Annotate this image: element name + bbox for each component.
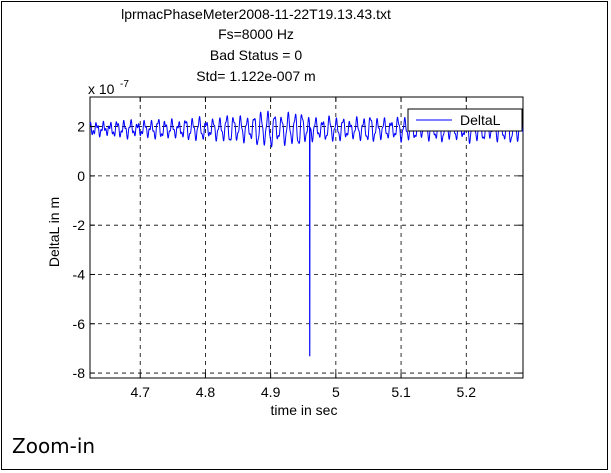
x-tick-label: 5.1 — [391, 384, 411, 400]
axes — [89, 96, 524, 379]
x-tick-label: 4.8 — [196, 384, 216, 400]
y-tick-label: 0 — [77, 168, 85, 184]
plot-area — [90, 97, 523, 378]
y-tick-label: -8 — [73, 365, 86, 381]
y-tick-label: 2 — [77, 119, 85, 135]
y-tick-label: -2 — [73, 217, 86, 233]
y-exponent-label: x 10 — [88, 81, 115, 97]
x-tick-label: 5 — [332, 384, 340, 400]
legend-box — [407, 108, 523, 132]
y-axis-label: DeltaL in m — [46, 197, 62, 267]
x-tick-label: 5.2 — [457, 384, 477, 400]
x-axis-label: time in sec — [271, 402, 338, 418]
y-exponent-power: -7 — [120, 79, 129, 90]
caption-zoom-in: Zoom-in — [12, 434, 96, 458]
title-line-1: lprmacPhaseMeter2008-11-22T19.13.43.txt — [121, 6, 391, 22]
x-tick-label: 4.9 — [261, 384, 281, 400]
grid-lines — [90, 97, 523, 378]
title-line-3: Bad Status = 0 — [210, 47, 302, 63]
y-tick-label: -4 — [73, 266, 86, 282]
y-tick-label: -6 — [73, 316, 86, 332]
legend-label: DeltaL — [460, 112, 501, 128]
legend: DeltaL — [407, 108, 523, 132]
chart-title: lprmacPhaseMeter2008-11-22T19.13.43.txt … — [121, 6, 391, 84]
tick-layer: 4.7 4.8 4.9 5 5.1 5.2 2 0 -2 -4 -6 -8 — [73, 97, 523, 400]
axes-box — [89, 96, 524, 379]
x-tick-label: 4.7 — [130, 384, 150, 400]
title-line-4: Std= 1.122e-007 m — [196, 68, 315, 84]
title-line-2: Fs=8000 Hz — [218, 26, 294, 42]
